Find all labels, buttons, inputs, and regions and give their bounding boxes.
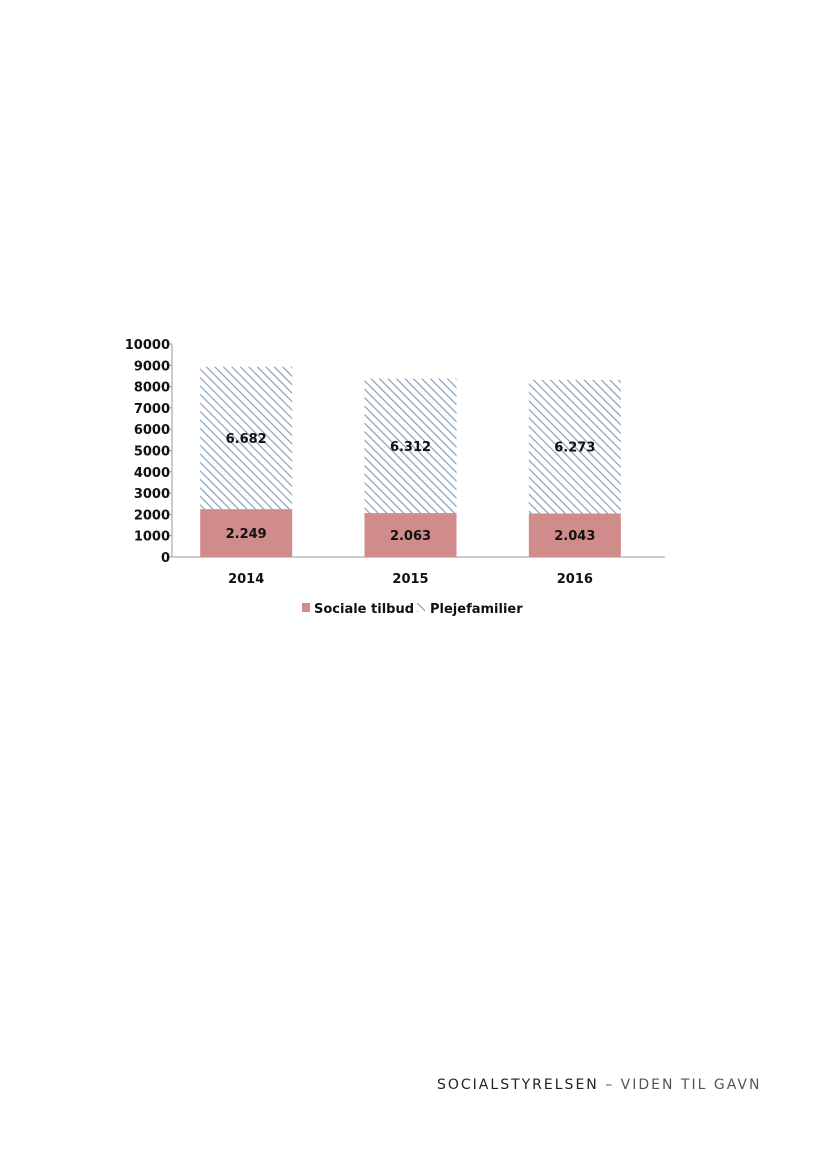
y-tick-label: 4000 bbox=[134, 466, 170, 481]
x-tick-labels: 2014 2015 2016 bbox=[228, 572, 593, 587]
y-tick-label: 2000 bbox=[134, 508, 170, 523]
footer-tagline: VIDEN TIL GAVN bbox=[620, 1077, 762, 1093]
y-tick-label: 10000 bbox=[125, 338, 170, 353]
data-label: 6.682 bbox=[226, 432, 267, 447]
bars bbox=[200, 366, 621, 557]
legend-label-plejefamilier: Plejefamilier bbox=[430, 602, 523, 617]
y-tick-label: 3000 bbox=[134, 487, 170, 502]
y-tick-label: 8000 bbox=[134, 381, 170, 396]
y-tick-label: 9000 bbox=[134, 359, 170, 374]
bar-plejefamilier-2014 bbox=[200, 366, 293, 510]
data-labels: 2.249 6.682 2.063 6.312 2.043 6.273 bbox=[226, 432, 596, 544]
data-label: 6.312 bbox=[390, 440, 431, 455]
legend-swatch-sociale-tilbud bbox=[302, 603, 310, 612]
data-label: 6.273 bbox=[554, 441, 595, 456]
legend-label-sociale-tilbud: Sociale tilbud bbox=[314, 602, 414, 617]
data-label: 2.063 bbox=[390, 529, 431, 544]
bar-sociale-tilbud-2016 bbox=[528, 513, 621, 557]
y-tick-label: 5000 bbox=[134, 445, 170, 460]
x-tick-label: 2015 bbox=[392, 572, 428, 587]
legend-swatch-plejefamilier bbox=[417, 603, 425, 612]
legend: Sociale tilbud Plejefamilier bbox=[302, 602, 523, 617]
footer: SOCIALSTYRELSEN – VIDEN TIL GAVN bbox=[437, 1077, 761, 1093]
y-tick-label: 7000 bbox=[134, 402, 170, 417]
y-tick-labels: 0 1000 2000 3000 4000 5000 6000 7000 8000 9000 100… bbox=[125, 338, 172, 566]
footer-brand: SOCIALSTYRELSEN bbox=[437, 1077, 599, 1093]
y-tick-label: 0 bbox=[161, 551, 170, 566]
x-tick-label: 2016 bbox=[557, 572, 593, 587]
footer-separator: – bbox=[605, 1077, 615, 1093]
y-tick-label: 6000 bbox=[134, 423, 170, 438]
x-tick-label: 2014 bbox=[228, 572, 264, 587]
bar-plejefamilier-2015 bbox=[364, 378, 457, 514]
bar-plejefamilier-2016 bbox=[528, 379, 621, 514]
data-label: 2.043 bbox=[554, 529, 595, 544]
y-tick-label: 1000 bbox=[134, 530, 170, 545]
bar-sociale-tilbud-2014 bbox=[200, 509, 293, 557]
data-label: 2.249 bbox=[226, 527, 267, 542]
bar-sociale-tilbud-2015 bbox=[364, 513, 457, 557]
stacked-bar-chart: 0 1000 2000 3000 4000 5000 6000 7000 8000 9000 100… bbox=[125, 338, 665, 617]
